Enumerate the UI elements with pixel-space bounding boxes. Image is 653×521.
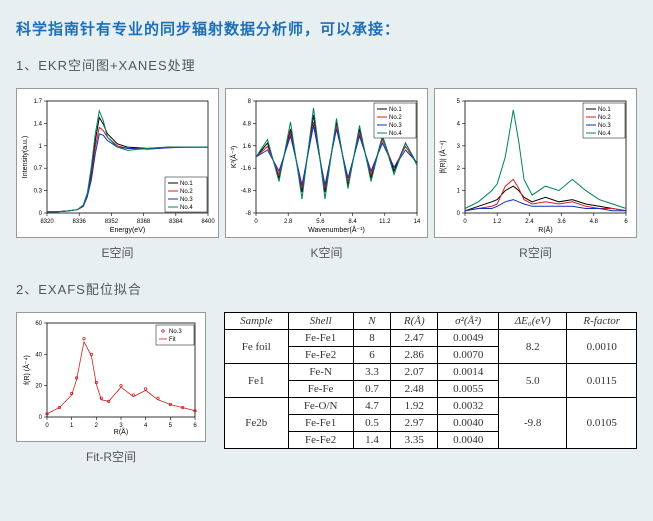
svg-text:Energy(eV): Energy(eV) [110, 227, 145, 234]
svg-text:20: 20 [35, 384, 42, 390]
svg-text:40: 40 [35, 352, 42, 358]
exafs-fit-row: 01234560204060R(Å)f(R) (Å⁻⁴)No.3Fit Fit-… [16, 312, 637, 465]
svg-text:No.2: No.2 [598, 115, 611, 121]
svg-text:8.4: 8.4 [348, 219, 357, 225]
svg-text:R(Å): R(Å) [538, 225, 552, 234]
caption-fit-r: Fit-R空间 [16, 448, 206, 465]
svg-text:K³(Å⁻³): K³(Å⁻³) [229, 146, 238, 168]
svg-text:3.6: 3.6 [557, 219, 566, 225]
table-row: Fe foilFe-Fe182.470.00498.20.0010 [225, 330, 637, 347]
table-header: Shell [288, 313, 353, 330]
caption-row: E空间 K空间 R空间 [16, 244, 637, 261]
svg-text:6: 6 [624, 219, 628, 225]
exafs-table: SampleShellNR(Å)σ²(Å²)ΔE₀(eV)R-factor Fe… [224, 312, 637, 449]
caption-e: E空间 [16, 244, 219, 261]
svg-text:8352: 8352 [105, 219, 119, 225]
svg-text:1.6: 1.6 [243, 144, 252, 150]
svg-text:3: 3 [457, 144, 461, 150]
svg-text:|f(R)| (Å⁻⁴): |f(R)| (Å⁻⁴) [438, 140, 447, 173]
chart-r-space: 00 1.2 1 2.4 2 3.6 3 4.8 4 6 5 R(Å) |f(R)| (Å⁻⁴) No.1… [434, 88, 637, 238]
svg-text:5.6: 5.6 [316, 219, 325, 225]
svg-text:5: 5 [169, 423, 173, 429]
svg-text:No.2: No.2 [389, 115, 402, 121]
svg-text:1: 1 [457, 189, 461, 195]
table-header: σ²(Å²) [438, 313, 499, 330]
svg-text:0: 0 [45, 423, 49, 429]
svg-text:No.4: No.4 [389, 131, 402, 137]
svg-text:Intensity(a.u.): Intensity(a.u.) [22, 136, 29, 178]
svg-text:0: 0 [254, 219, 258, 225]
svg-text:-8: -8 [246, 211, 252, 217]
svg-text:8320: 8320 [40, 219, 54, 225]
svg-text:14: 14 [414, 219, 421, 225]
caption-r: R空间 [434, 244, 637, 261]
svg-text:No.2: No.2 [180, 189, 193, 195]
svg-text:1.7: 1.7 [34, 99, 43, 105]
table-header: Sample [225, 313, 289, 330]
svg-text:2: 2 [95, 423, 99, 429]
svg-text:No.1: No.1 [598, 107, 611, 113]
svg-text:Wavenumber(Å⁻¹): Wavenumber(Å⁻¹) [308, 225, 365, 234]
svg-text:8368: 8368 [137, 219, 151, 225]
svg-text:No.1: No.1 [389, 107, 402, 113]
svg-text:Fit: Fit [169, 337, 176, 343]
svg-text:R(Å): R(Å) [114, 427, 128, 436]
svg-text:No.3: No.3 [598, 123, 611, 129]
svg-text:4: 4 [144, 423, 148, 429]
svg-text:60: 60 [35, 321, 42, 327]
section2-label: 2、EXAFS配位拟合 [16, 279, 637, 298]
svg-text:0: 0 [39, 211, 43, 217]
svg-text:No.3: No.3 [389, 123, 402, 129]
svg-text:5: 5 [457, 99, 461, 105]
table-row: Fe1Fe-N3.32.070.00145.00.0115 [225, 364, 637, 381]
table-row: Fe2bFe-O/N4.71.920.0032-9.80.0105 [225, 398, 637, 415]
svg-text:6: 6 [193, 423, 197, 429]
svg-text:4.8: 4.8 [590, 219, 599, 225]
svg-text:2: 2 [457, 166, 461, 172]
page-title: 科学指南针有专业的同步辐射数据分析师，可以承接： [16, 18, 637, 39]
svg-text:No.4: No.4 [598, 131, 611, 137]
svg-text:f(R) (Å⁻⁴): f(R) (Å⁻⁴) [22, 355, 31, 385]
svg-text:No.1: No.1 [180, 181, 193, 187]
table-header: ΔE₀(eV) [498, 313, 566, 330]
svg-text:0.7: 0.7 [34, 166, 43, 172]
chart-k-space: 0-8 2.8 -4.8 5.6 -1.6 8.4 1.6 11.2 4.8 14 8 Wavenum… [225, 88, 428, 238]
svg-text:8384: 8384 [169, 219, 183, 225]
chart-fit-r: 01234560204060R(Å)f(R) (Å⁻⁴)No.3Fit [16, 312, 206, 442]
caption-k: K空间 [225, 244, 428, 261]
svg-text:1: 1 [70, 423, 74, 429]
svg-text:0.3: 0.3 [34, 189, 43, 195]
svg-text:8336: 8336 [73, 219, 87, 225]
chart-row-ekr: 8320083360.383520.78368183841.484001.7En… [16, 88, 637, 238]
svg-text:2.8: 2.8 [284, 219, 293, 225]
svg-text:8400: 8400 [201, 219, 215, 225]
svg-text:No.3: No.3 [169, 329, 182, 335]
svg-text:4: 4 [457, 121, 461, 127]
svg-text:8: 8 [248, 99, 252, 105]
table-header: R-factor [567, 313, 637, 330]
table-header: N [353, 313, 390, 330]
svg-text:0: 0 [463, 219, 467, 225]
svg-text:0: 0 [457, 211, 461, 217]
svg-text:No.3: No.3 [180, 197, 193, 203]
svg-text:2.4: 2.4 [525, 219, 534, 225]
svg-text:1.2: 1.2 [493, 219, 502, 225]
svg-text:4.8: 4.8 [243, 121, 252, 127]
svg-text:1: 1 [39, 144, 43, 150]
svg-text:11.2: 11.2 [379, 219, 391, 225]
svg-text:-4.8: -4.8 [241, 189, 252, 195]
svg-text:-1.6: -1.6 [241, 166, 252, 172]
section1-label: 1、EKR空间图+XANES处理 [16, 55, 637, 74]
table-header: R(Å) [391, 313, 438, 330]
svg-text:1.4: 1.4 [34, 121, 43, 127]
svg-text:No.4: No.4 [180, 205, 193, 211]
chart-e-space: 8320 0 8336 0.3 8352 0.7 8368 1 8384 1.4 8400 1.7 En… [16, 88, 219, 238]
svg-text:0: 0 [39, 415, 43, 421]
